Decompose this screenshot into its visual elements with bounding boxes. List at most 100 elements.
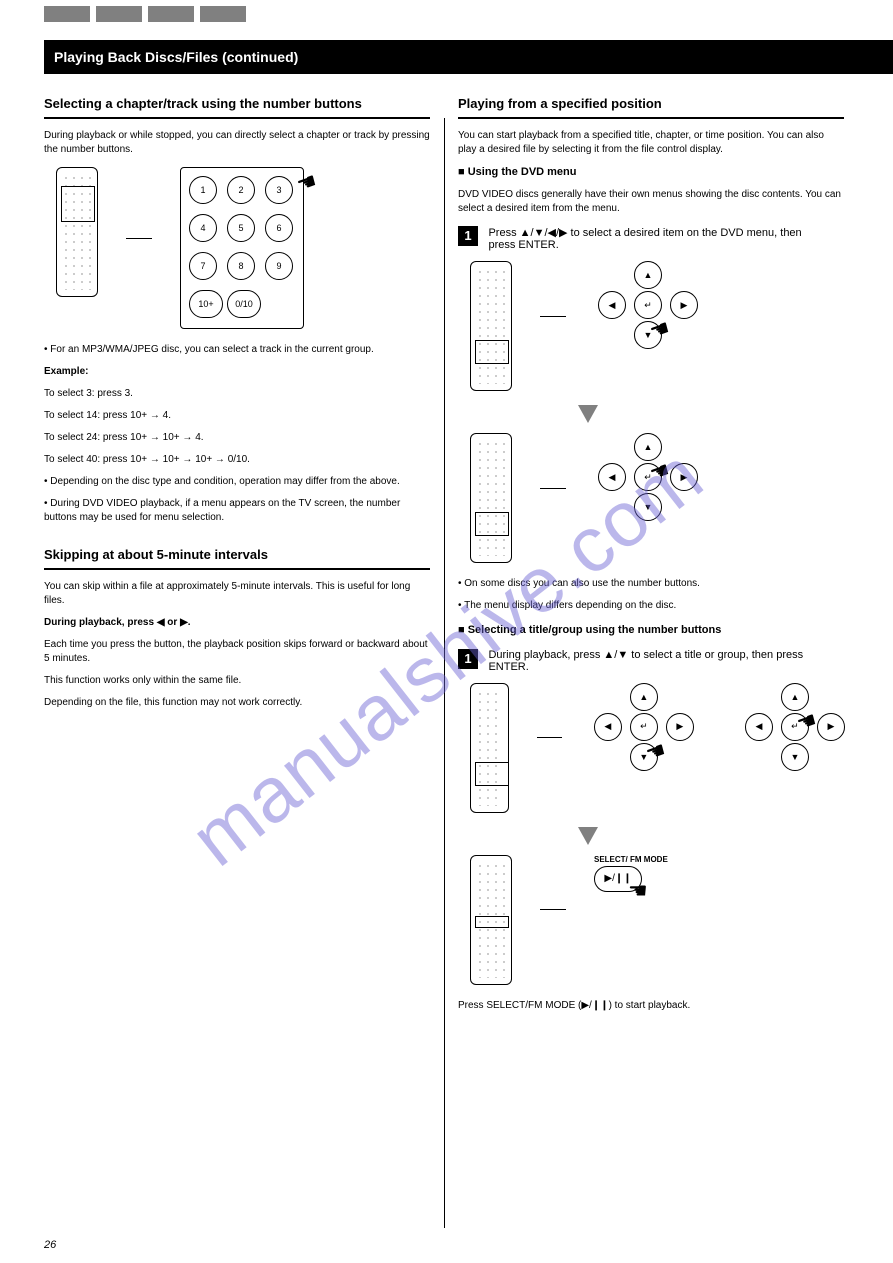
keypad-button-8[interactable]: 8 [227,252,255,280]
header-box [44,6,90,22]
callout-line [540,316,566,317]
section-intro: You can start playback from a specified … [458,129,844,157]
keypad-button-7[interactable]: 7 [189,252,217,280]
dpad-left-button[interactable]: ◀ [745,713,773,741]
dpad-enter-button[interactable]: ↵ [634,463,662,491]
step-row: 1 During playback, press ▲/▼ to select a… [458,649,844,673]
dpad-left-button[interactable]: ◀ [598,291,626,319]
pointing-hand-icon: ☚ [293,167,320,198]
dpad-cluster: ▲ ▼ ◀ ▶ ↵ ☚ [590,683,693,773]
callout-line [540,488,566,489]
header-box [200,6,246,22]
section-title: Playing from a specified position [458,96,844,111]
bullet-line: Depending on the file, this function may… [44,696,430,710]
remote-highlight-dpad [475,340,509,364]
step-number-badge: 1 [458,226,478,246]
example-heading: Example: [44,365,430,379]
left-column: Selecting a chapter/track using the numb… [44,96,430,718]
callout-line [537,737,561,738]
remote-dpad-diagram: ▲ ▼ ◀ ▶ ↵ ☚ ▲ ▼ ◀ ▶ ↵ ☚ [470,683,844,813]
dpad-left-button[interactable]: ◀ [598,463,626,491]
dpad-enter-button[interactable]: ↵ [781,713,809,741]
flow-arrow-down-icon [578,405,598,423]
remote-outline [470,433,512,563]
page-header-strip: Playing Back Discs/Files (continued) [44,40,893,74]
section-title: Selecting a chapter/track using the numb… [44,96,430,111]
example-line: To select 3: press 3. [44,387,430,401]
section-rule [458,117,844,119]
section-rule [44,117,430,119]
column-divider [444,118,445,1228]
step-number-badge: 1 [458,649,478,669]
header-box [148,6,194,22]
keypad-button-0-10[interactable]: 0/10 [227,290,261,318]
remote-outline [56,167,98,297]
select-button-label: SELECT/ FM MODE [594,855,668,864]
step-text: Press ▲/▼/◀/▶ to select a desired item o… [488,226,828,251]
dpad-right-button[interactable]: ▶ [670,463,698,491]
section-intro: You can skip within a file at approximat… [44,580,430,608]
keypad-button-5[interactable]: 5 [227,214,255,242]
dpad-up-button[interactable]: ▲ [634,433,662,461]
keypad-button-10plus[interactable]: 10+ [189,290,223,318]
page-header-title: Playing Back Discs/Files (continued) [54,49,298,65]
callout-line [126,238,152,239]
remote-dpad-diagram: ▲ ▼ ◀ ▶ ↵ ☚ [470,433,844,563]
dpad-up-button[interactable]: ▲ [781,683,809,711]
dpad-down-button[interactable]: ▼ [634,321,662,349]
remote-dpad-diagram: ▲ ▼ ◀ ▶ ↵ ☚ [470,261,844,391]
section-title: Skipping at about 5-minute intervals [44,547,430,562]
caveat-line: • Depending on the disc type and conditi… [44,475,430,489]
keypad-button-4[interactable]: 4 [189,214,217,242]
header-box [96,6,142,22]
keypad-button-9[interactable]: 9 [265,252,293,280]
section-intro: During playback or while stopped, you ca… [44,129,430,157]
tip-line: • The menu display differs depending on … [458,599,844,613]
step-text: Press SELECT/FM MODE (▶/❙❙) to start pla… [458,999,844,1013]
dpad-cluster: ▲ ▼ ◀ ▶ ↵ ☚ [594,261,704,351]
example-line: To select 40: press 10+ → 10+ → 10+ → 0/… [44,453,430,467]
dpad-up-button[interactable]: ▲ [634,261,662,289]
bullet-line: This function works only within the same… [44,674,430,688]
callout-line [540,909,566,910]
dpad-cluster: ▲ ▼ ◀ ▶ ↵ ☚ [741,683,844,773]
section-rule [44,568,430,570]
dpad-down-button[interactable]: ▼ [634,493,662,521]
caveat-line: • During DVD VIDEO playback, if a menu a… [44,497,430,525]
remote-highlight-select [475,916,509,928]
example-line: To select 14: press 10+ → 4. [44,409,430,423]
dpad-enter-button[interactable]: ↵ [630,713,658,741]
select-fm-mode-button[interactable]: ▶/❙❙ [594,866,642,892]
dpad-up-button[interactable]: ▲ [630,683,658,711]
dpad-down-button[interactable]: ▼ [630,743,658,771]
keypad-button-6[interactable]: 6 [265,214,293,242]
dpad-enter-button[interactable]: ↵ [634,291,662,319]
remote-select-diagram: SELECT/ FM MODE ▶/❙❙ ☚ [470,855,844,985]
dpad-right-button[interactable]: ▶ [817,713,845,741]
dpad-right-button[interactable]: ▶ [670,291,698,319]
keypad-panel: 1 2 3 4 5 6 7 8 9 10+ 0/10 ☚ [180,167,304,329]
note-text: • For an MP3/WMA/JPEG disc, you can sele… [44,343,430,357]
page-number: 26 [44,1239,56,1251]
keypad-button-2[interactable]: 2 [227,176,255,204]
page-body: Selecting a chapter/track using the numb… [44,96,864,1226]
select-button-block: SELECT/ FM MODE ▶/❙❙ ☚ [594,855,668,918]
remote-outline [470,855,512,985]
keypad-button-1[interactable]: 1 [189,176,217,204]
dpad-right-button[interactable]: ▶ [666,713,694,741]
step-row: 1 Press ▲/▼/◀/▶ to select a desired item… [458,226,844,251]
dpad-down-button[interactable]: ▼ [781,743,809,771]
tip-line: • On some discs you can also use the num… [458,577,844,591]
instruction-text: During playback, press ◀ or ▶. [44,616,430,630]
remote-highlight-dpad [475,512,509,536]
step-text: During playback, press ▲/▼ to select a t… [488,649,828,673]
subsection-heading: ■ Selecting a title/group using the numb… [458,623,844,638]
remote-outline [470,683,509,813]
flow-arrow-down-icon [578,827,598,845]
keypad-button-3[interactable]: 3 [265,176,293,204]
right-column: Playing from a specified position You ca… [458,96,844,1021]
subsection-desc: DVD VIDEO discs generally have their own… [458,188,844,216]
header-gray-boxes [44,6,246,22]
dpad-left-button[interactable]: ◀ [594,713,622,741]
remote-highlight-dpad [475,762,509,786]
